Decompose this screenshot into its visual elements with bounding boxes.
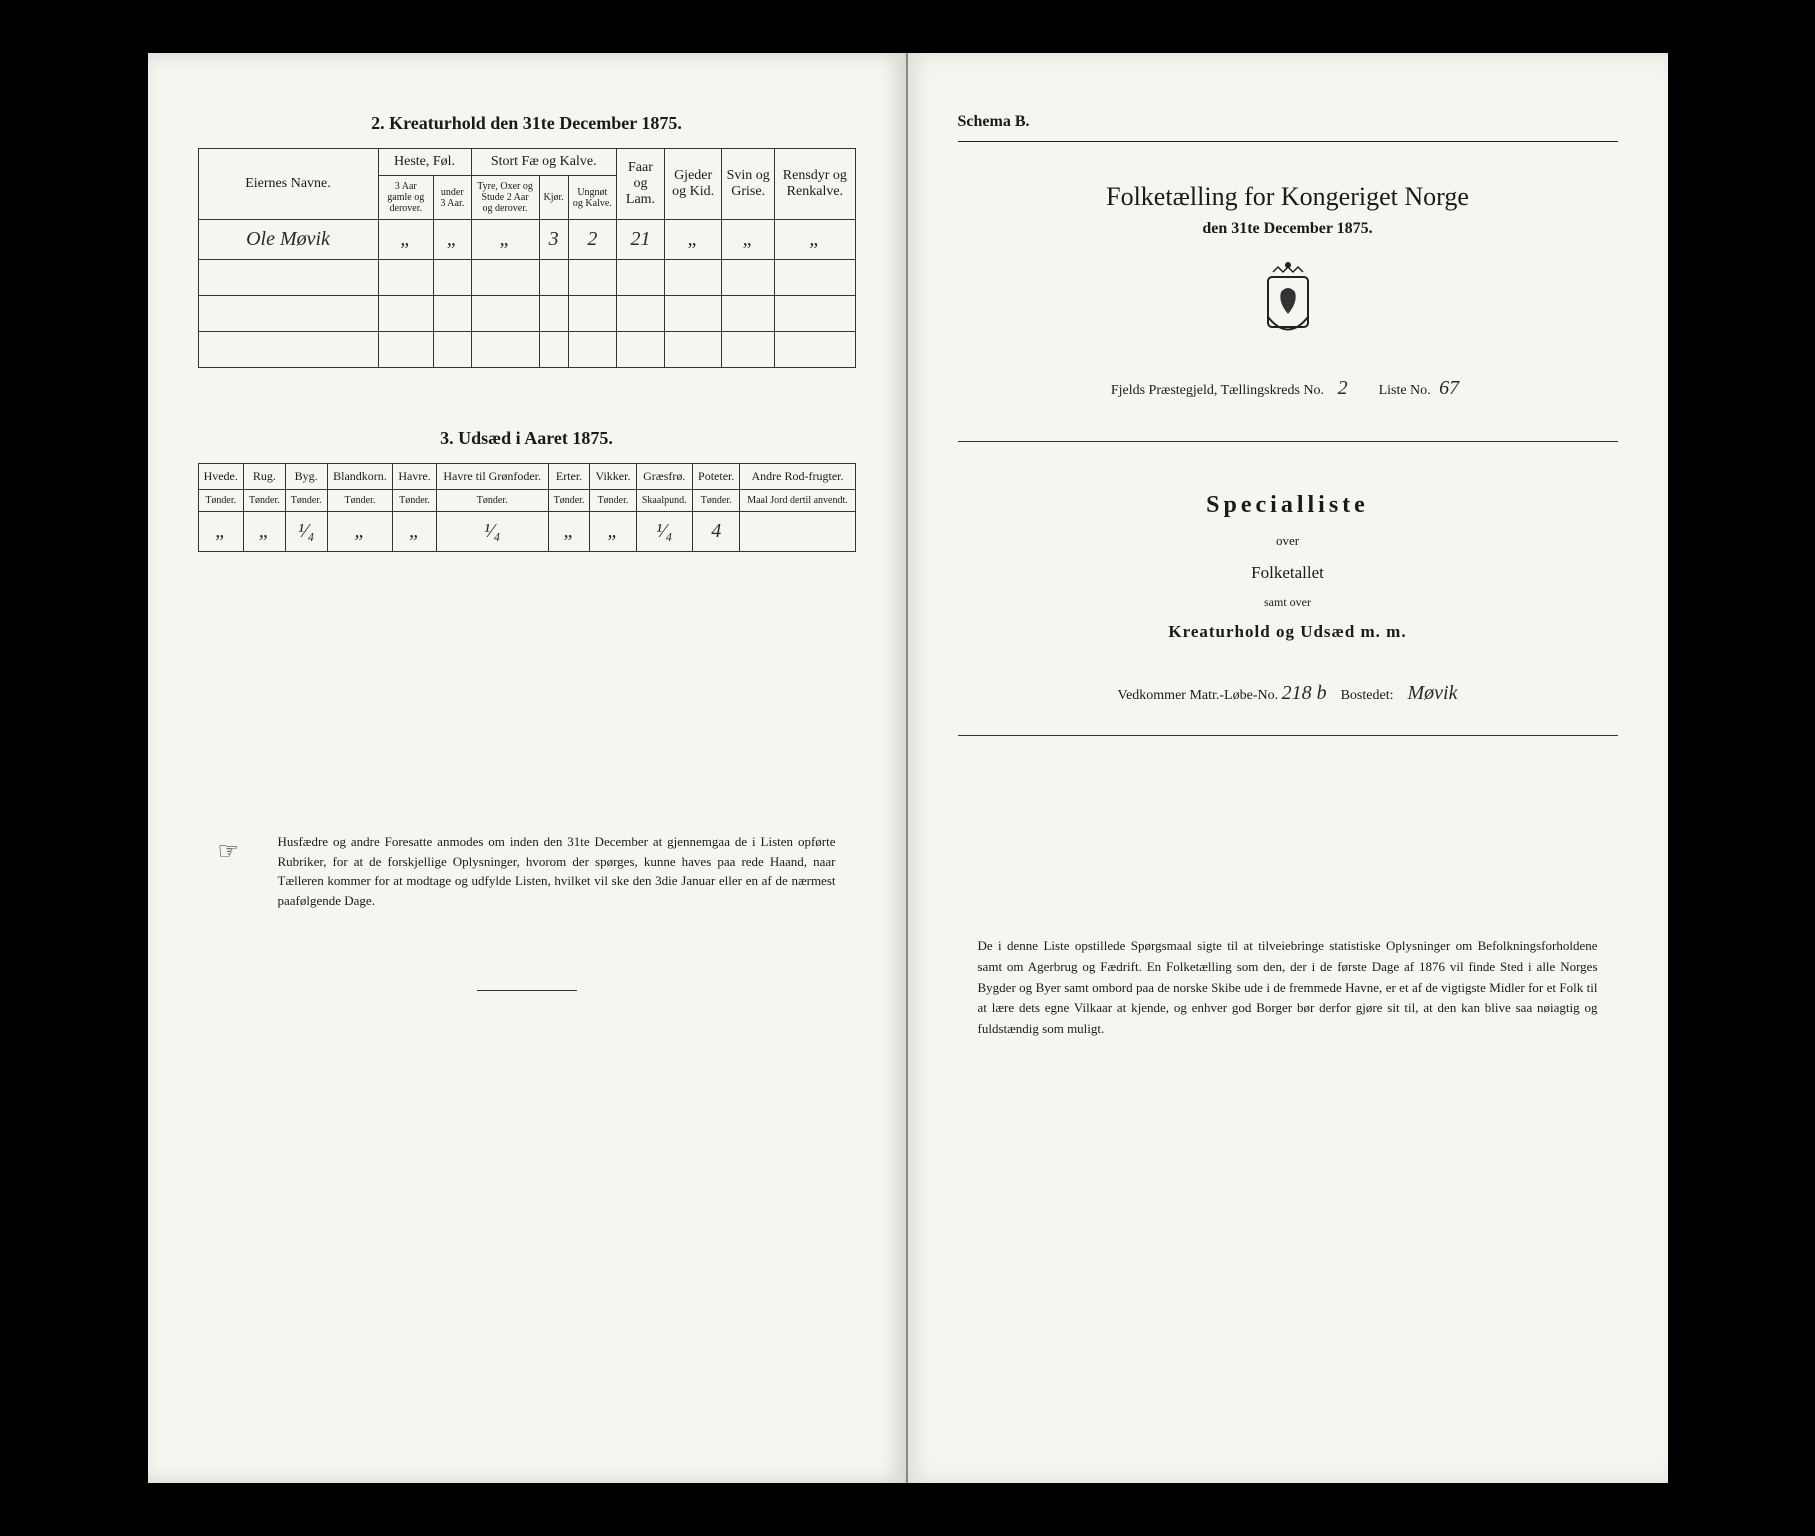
col-havre: Havre. [393,464,436,490]
table-row [198,332,855,368]
sub-title: den 31te December 1875. [958,220,1618,238]
col-rug: Rug. [243,464,285,490]
col-eier: Eiernes Navne. [198,149,378,220]
col-graesfro: Græsfrø. [636,464,692,490]
main-title: Folketælling for Kongeriget Norge [958,182,1618,212]
unit-tonder: Tønder. [692,490,740,512]
cell-stort3: 2 [568,220,616,260]
cell-hvede: „ [198,512,243,552]
schema-rule [958,141,1618,142]
right-footer-text: De i denne Liste opstillede Spørgsmaal s… [958,936,1618,1040]
col-andre: Andre Rod-frugter. [740,464,855,490]
divider [958,735,1618,736]
cell-heste1: „ [378,220,434,260]
vedkommer-line: Vedkommer Matr.-Løbe-No. 218 b Bostedet:… [958,682,1618,705]
matr-no-value: 218 b [1282,682,1327,704]
col-hvede: Hvede. [198,464,243,490]
divider [958,441,1618,442]
special-title: Specialliste [958,492,1618,519]
unit-tonder: Tønder. [590,490,636,512]
census-book-spread: 2. Kreaturhold den 31te December 1875. E… [148,53,1668,1483]
table-row: Ole Møvik „ „ „ 3 2 21 „ „ „ [198,220,855,260]
col-faar: Faar og Lam. [616,149,664,220]
col-vikker: Vikker. [590,464,636,490]
cell-heste2: „ [434,220,472,260]
footer-text: Husfædre og andre Foresatte anmodes om i… [278,834,836,908]
cell-byg: ¹⁄₄ [285,512,327,552]
col-havre-til: Havre til Grønfoder. [436,464,548,490]
cell-stort2: 3 [539,220,568,260]
col-stort-sub2: Kjør. [539,176,568,220]
bosted-label: Bostedet: [1341,688,1394,703]
unit-tonder: Tønder. [436,490,548,512]
unit-skaalpund: Skaalpund. [636,490,692,512]
col-heste-sub1: 3 Aar gamle og derover. [378,176,434,220]
kreds-value: 2 [1328,377,1358,401]
col-rensdyr: Rensdyr og Renkalve. [775,149,855,220]
unit-tonder: Tønder. [548,490,590,512]
table-row [198,260,855,296]
udsaed-table: Hvede. Rug. Byg. Blandkorn. Havre. Havre… [198,463,856,552]
cell-rensdyr: „ [775,220,855,260]
cell-faar: 21 [616,220,664,260]
col-stort-sub3: Ungnøt og Kalve. [568,176,616,220]
col-poteter: Poteter. [692,464,740,490]
kreaturhold-table: Eiernes Navne. Heste, Føl. Stort Fæ og K… [198,148,856,368]
col-svin: Svin og Grise. [722,149,775,220]
table-row: „ „ ¹⁄₄ „ „ ¹⁄₄ „ „ ¹⁄₄ 4 [198,512,855,552]
col-erter: Erter. [548,464,590,490]
col-gjeder: Gjeder og Kid. [665,149,722,220]
unit-tonder: Tønder. [198,490,243,512]
col-byg: Byg. [285,464,327,490]
coat-of-arms-icon [1253,262,1323,347]
info-line: Fjelds Præstegjeld, Tællingskreds No. 2 … [958,377,1618,401]
bosted-value: Møvik [1407,682,1457,704]
cell-gjeder: „ [665,220,722,260]
cell-havre-til: ¹⁄₄ [436,512,548,552]
col-stort-sub1: Tyre, Oxer og Stude 2 Aar og derover. [471,176,539,220]
left-footer-note: ☞ Husfædre og andre Foresatte anmodes om… [198,832,856,910]
liste-label: Liste No. [1379,383,1431,398]
cell-blandkorn: „ [327,512,393,552]
info-prefix: Fjelds Præstegjeld, Tællingskreds No. [1111,383,1324,398]
samt-over-label: samt over [958,595,1618,610]
vedkommer-prefix: Vedkommer Matr.-Løbe-No. [1118,688,1279,703]
cell-svin: „ [722,220,775,260]
over-label: over [958,533,1618,549]
cell-vikker: „ [590,512,636,552]
unit-tonder: Tønder. [243,490,285,512]
liste-value: 67 [1434,377,1464,401]
cell-stort1: „ [471,220,539,260]
unit-maal: Maal Jord dertil anvendt. [740,490,855,512]
cell-rug: „ [243,512,285,552]
divider [477,990,577,991]
cell-poteter: 4 [692,512,740,552]
unit-tonder: Tønder. [285,490,327,512]
col-heste: Heste, Føl. [378,149,471,176]
cell-andre [740,512,855,552]
pointing-hand-icon: ☞ [218,834,240,870]
left-page: 2. Kreaturhold den 31te December 1875. E… [148,53,908,1483]
folketallet-label: Folketallet [958,563,1618,583]
right-page: Schema B. Folketælling for Kongeriget No… [908,53,1668,1483]
unit-tonder: Tønder. [393,490,436,512]
col-heste-sub2: under 3 Aar. [434,176,472,220]
unit-tonder: Tønder. [327,490,393,512]
cell-erter: „ [548,512,590,552]
kreatur-line: Kreaturhold og Udsæd m. m. [958,622,1618,642]
cell-graesfro: ¹⁄₄ [636,512,692,552]
cell-havre: „ [393,512,436,552]
schema-label: Schema B. [958,113,1618,131]
cell-name: Ole Møvik [198,220,378,260]
col-stort: Stort Fæ og Kalve. [471,149,616,176]
section3-title: 3. Udsæd i Aaret 1875. [198,428,856,449]
section2-title: 2. Kreaturhold den 31te December 1875. [198,113,856,134]
table-row [198,296,855,332]
col-blandkorn: Blandkorn. [327,464,393,490]
